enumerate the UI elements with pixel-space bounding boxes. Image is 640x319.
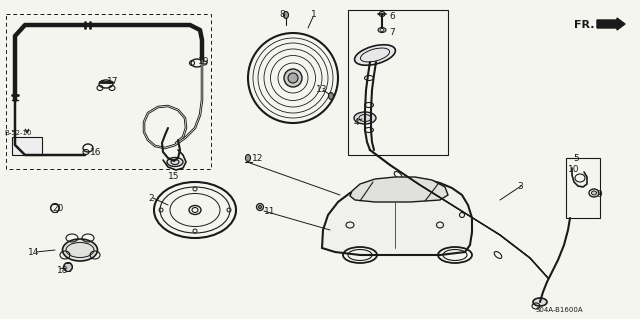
Ellipse shape (257, 204, 264, 211)
Ellipse shape (246, 154, 250, 161)
Text: 15: 15 (168, 172, 179, 181)
Ellipse shape (328, 93, 333, 100)
Ellipse shape (379, 11, 385, 17)
Text: 16: 16 (90, 148, 102, 157)
Ellipse shape (167, 158, 183, 167)
Bar (6, 14, 211, 169)
Ellipse shape (259, 205, 262, 209)
Text: 18: 18 (57, 266, 68, 275)
Text: 9: 9 (596, 190, 602, 199)
Bar (566, 158, 600, 218)
Ellipse shape (284, 69, 302, 87)
Text: 14: 14 (28, 248, 40, 257)
Text: 4: 4 (354, 118, 360, 127)
Ellipse shape (533, 298, 547, 306)
Text: 1: 1 (311, 10, 317, 19)
Text: 12: 12 (252, 154, 264, 163)
Text: 13: 13 (316, 85, 328, 94)
Text: 10: 10 (568, 165, 579, 174)
Text: 5: 5 (573, 154, 579, 163)
Ellipse shape (63, 239, 97, 261)
Ellipse shape (284, 11, 289, 19)
Polygon shape (322, 178, 472, 255)
Text: B-52-10: B-52-10 (4, 130, 31, 136)
Ellipse shape (354, 112, 376, 124)
Text: 6: 6 (389, 12, 395, 21)
Bar (12, 137, 42, 155)
Polygon shape (350, 177, 448, 202)
Ellipse shape (591, 191, 596, 195)
Text: 2: 2 (148, 194, 154, 203)
Text: FR.: FR. (574, 20, 595, 30)
Text: 3: 3 (517, 182, 523, 191)
Ellipse shape (288, 73, 298, 83)
FancyArrow shape (597, 18, 625, 30)
Ellipse shape (355, 45, 396, 65)
Text: S04A-B1600A: S04A-B1600A (536, 307, 584, 313)
Text: 17: 17 (107, 77, 118, 86)
Text: 19: 19 (198, 57, 209, 66)
Bar (348, 10, 448, 155)
Text: 20: 20 (52, 204, 63, 213)
Text: 11: 11 (264, 207, 275, 216)
Text: 8: 8 (279, 10, 285, 19)
Ellipse shape (63, 263, 72, 271)
Text: 7: 7 (389, 28, 395, 37)
